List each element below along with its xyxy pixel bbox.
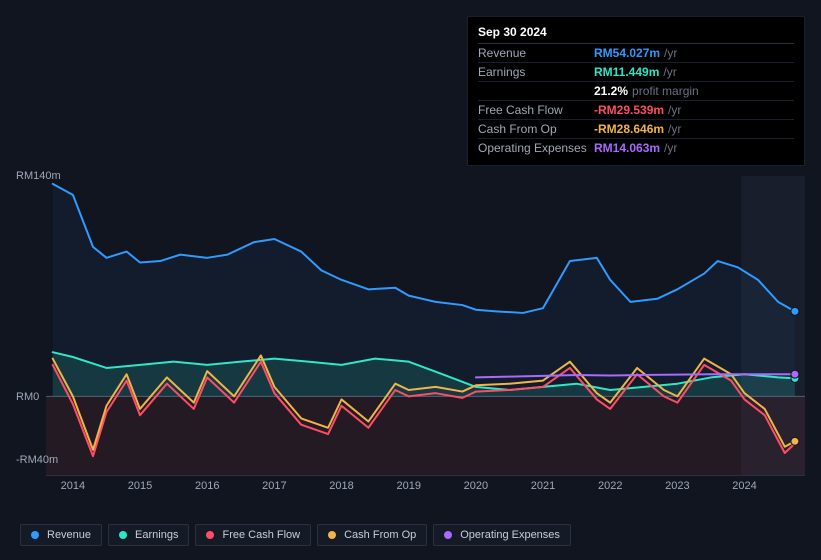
x-axis-labels: 2014 2015 2016 2017 2018 2019 2020 2021 2022 2023… [46, 480, 805, 498]
legend-dot-icon [119, 531, 127, 539]
x-axis-tick: 2021 [531, 480, 555, 492]
series-end-dot-revenue [791, 307, 799, 315]
legend-label: Revenue [47, 529, 91, 541]
tooltip-row: RevenueRM54.027m/yr [478, 44, 794, 63]
x-axis-tick: 2024 [732, 480, 756, 492]
tooltip-date: Sep 30 2024 [478, 25, 794, 44]
tooltip-row-unit: /yr [664, 141, 677, 155]
chart-plot[interactable] [46, 176, 805, 476]
legend-dot-icon [328, 531, 336, 539]
y-axis-tick: -RM40m [16, 454, 58, 466]
tooltip-row-value: RM14.063m [594, 141, 660, 155]
x-axis-tick: 2023 [665, 480, 689, 492]
legend-dot-icon [206, 531, 214, 539]
tooltip-row-value: -RM29.539m [594, 103, 664, 117]
legend-dot-icon [31, 531, 39, 539]
tooltip-row-unit: /yr [664, 46, 677, 60]
tooltip-row-label: Cash From Op [478, 122, 594, 136]
chart-area: RM140m RM0 -RM40m 2014 2015 2016 2017 2018 2019… [16, 160, 805, 505]
tooltip-row-label: Earnings [478, 65, 594, 79]
x-axis-tick: 2014 [61, 480, 85, 492]
legend-label: Free Cash Flow [222, 529, 300, 541]
legend-label: Earnings [135, 529, 178, 541]
legend-label: Cash From Op [344, 529, 416, 541]
legend-item-revenue[interactable]: Revenue [20, 524, 102, 546]
tooltip-row-label [478, 84, 594, 98]
tooltip-row-label: Operating Expenses [478, 141, 594, 155]
tooltip-row-value: RM54.027m [594, 46, 660, 60]
tooltip-row-label: Revenue [478, 46, 594, 60]
y-axis-tick: RM140m [16, 170, 61, 182]
tooltip-row-label: Free Cash Flow [478, 103, 594, 117]
x-axis-tick: 2016 [195, 480, 219, 492]
legend-item-fcf[interactable]: Free Cash Flow [195, 524, 311, 546]
tooltip-row-unit: /yr [668, 103, 681, 117]
y-axis-tick: RM0 [16, 391, 39, 403]
tooltip-rows: RevenueRM54.027m/yrEarningsRM11.449m/yr2… [478, 44, 794, 157]
x-axis-tick: 2018 [329, 480, 353, 492]
series-end-dot-opex [791, 370, 799, 378]
data-tooltip: Sep 30 2024 RevenueRM54.027m/yrEarningsR… [467, 16, 805, 166]
tooltip-row-unit: /yr [663, 65, 676, 79]
x-axis-tick: 2022 [598, 480, 622, 492]
legend-item-earnings[interactable]: Earnings [108, 524, 189, 546]
tooltip-row: 21.2% profit margin [478, 82, 794, 101]
tooltip-row: Operating ExpensesRM14.063m/yr [478, 139, 794, 157]
x-axis-tick: 2019 [396, 480, 420, 492]
tooltip-row-unit: profit margin [632, 84, 699, 98]
tooltip-row-value: 21.2% [594, 84, 628, 98]
tooltip-row: EarningsRM11.449m/yr [478, 63, 794, 82]
tooltip-row-value: RM11.449m [594, 65, 659, 79]
legend-item-opex[interactable]: Operating Expenses [433, 524, 571, 546]
legend-dot-icon [444, 531, 452, 539]
legend: Revenue Earnings Free Cash Flow Cash From O… [20, 524, 571, 546]
chart-svg [46, 176, 805, 475]
x-axis-tick: 2015 [128, 480, 152, 492]
series-end-dot-cfo [791, 437, 799, 445]
tooltip-row: Cash From Op-RM28.646m/yr [478, 120, 794, 139]
tooltip-row-unit: /yr [668, 122, 681, 136]
x-axis-tick: 2020 [464, 480, 488, 492]
legend-label: Operating Expenses [460, 529, 560, 541]
legend-item-cfo[interactable]: Cash From Op [317, 524, 427, 546]
x-axis-tick: 2017 [262, 480, 286, 492]
negative-region [46, 396, 805, 475]
tooltip-row: Free Cash Flow-RM29.539m/yr [478, 101, 794, 120]
tooltip-row-value: -RM28.646m [594, 122, 664, 136]
